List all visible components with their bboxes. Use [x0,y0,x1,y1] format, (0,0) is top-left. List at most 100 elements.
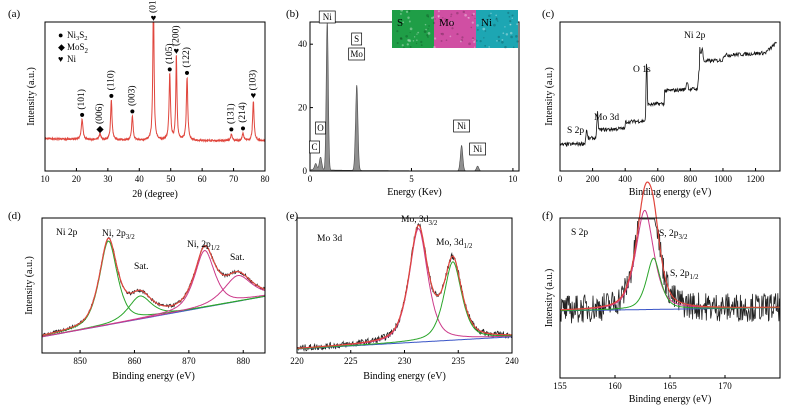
label-text: Mo [350,49,363,59]
x-tick-label: 1200 [747,174,766,184]
map-speckle [474,40,477,42]
eds-peak-label: Ni [453,119,470,133]
x-tick-label: 40 [135,174,145,184]
panel-d-label: (d) [8,210,21,222]
map-speckle [406,43,409,46]
map-tile [392,10,434,48]
panel-b-x-label: Energy (Kev) [387,187,442,198]
panel-e-x-label: Binding energy (eV) [363,371,446,382]
map-speckle [401,44,404,47]
map-speckle [425,28,427,31]
x-tick-label: 850 [73,356,87,366]
peak-marker: ◆ [96,125,104,135]
peak-annotation: ●(122) [181,47,192,79]
label-box [348,47,366,61]
map-speckle [482,27,486,31]
fit-component-line [296,261,512,350]
map-speckle [420,40,423,44]
legend-label-ni3s2: Ni3S2 [67,30,88,42]
panel-a-y-label: Intensity (a.u.) [26,67,37,126]
map-speckle [474,17,476,20]
map-speckle [427,16,430,18]
map-speckle [472,38,474,41]
map-speckle [484,30,487,32]
s-2p12-label: S, 2p1/2 [670,269,699,281]
x-tick-label: 400 [618,174,632,184]
map-speckle [412,40,415,42]
map-speckle [424,23,427,26]
panel-c-x-label: Binding energy (eV) [629,187,712,198]
map-speckle [498,39,500,42]
panel-c-x-ticks: 0 200 400 600 800 1000 1200 [558,168,765,184]
map-speckle [433,45,436,49]
map-speckle [459,40,462,43]
eds-peak-label: Mo [348,47,366,61]
map-speckle [473,40,476,44]
map-speckle [468,42,471,46]
panel-e-title: Mo 3d [317,234,342,244]
map-speckle [399,37,403,40]
label-box [309,140,320,154]
peak-hkl-label: (003) [126,85,137,106]
map-speckle [509,19,512,23]
map-speckle [479,39,482,43]
x-tick-label: 230 [398,356,412,366]
map-speckle [504,45,507,49]
map-tile [434,10,476,48]
eds-peak-label: Ni [469,142,486,156]
map-speckle [409,27,413,31]
map-speckle [495,14,497,17]
map-speckle [482,18,485,21]
map-speckle [495,18,498,21]
map-speckle [450,21,453,24]
peak-hkl-label: (131) [225,103,236,124]
map-speckle [449,35,452,38]
peak-annotation: ◆(006) [94,103,105,135]
map-speckle [444,21,447,24]
panel-e-label: (e) [286,210,299,222]
y-tick-label: 40 [298,39,308,49]
map-speckle [423,30,427,34]
map-speckle [405,34,408,38]
survey-peak-label: O 1s [633,65,651,75]
map-speckle [396,30,399,33]
panel-d-x-label: Binding energy (eV) [112,371,195,382]
panel-f-label: (f) [542,210,553,222]
x-tick-label: 70 [229,174,239,184]
map-ni: Ni [475,10,519,49]
y-tick-label: 20 [298,103,308,113]
x-tick-label: 10 [508,174,518,184]
map-speckle [427,36,429,38]
peak-hkl-label: (214) [237,102,248,123]
map-tile [476,10,518,48]
map-speckle [509,31,513,35]
label-text: Ni [473,144,482,154]
panel-f-y-label: Intensity (a.u.) [544,269,555,328]
map-speckle [440,32,443,35]
map-speckle [511,17,513,20]
x-tick-label: 240 [505,356,519,366]
s-2p32-label: S, 2p3/2 [659,229,688,241]
peak-marker: ● [108,91,114,101]
map-speckle [431,16,434,20]
x-tick-label: 200 [586,174,600,184]
map-speckle [516,23,519,26]
map-s: S [392,8,435,49]
x-tick-label: 220 [290,356,304,366]
survey-peak-label: S 2p [567,126,584,136]
map-speckle [496,40,498,42]
map-speckle [493,23,496,27]
x-tick-label: 225 [344,356,358,366]
map-speckle [501,39,504,41]
map-speckle [510,23,512,26]
panel-a-label: (a) [8,8,21,20]
ni-sat-label-2: Sat. [230,253,245,263]
map-speckle [509,23,512,26]
legend-marker-diamond: ◆ [58,42,65,52]
peak-annotation: ♥(103) [247,70,258,102]
map-speckle [471,14,474,16]
map-mo: Mo [432,10,477,49]
peak-marker: ● [240,124,246,134]
survey-peak-label: Mo 3d [594,113,619,123]
label-text: O [317,123,324,133]
